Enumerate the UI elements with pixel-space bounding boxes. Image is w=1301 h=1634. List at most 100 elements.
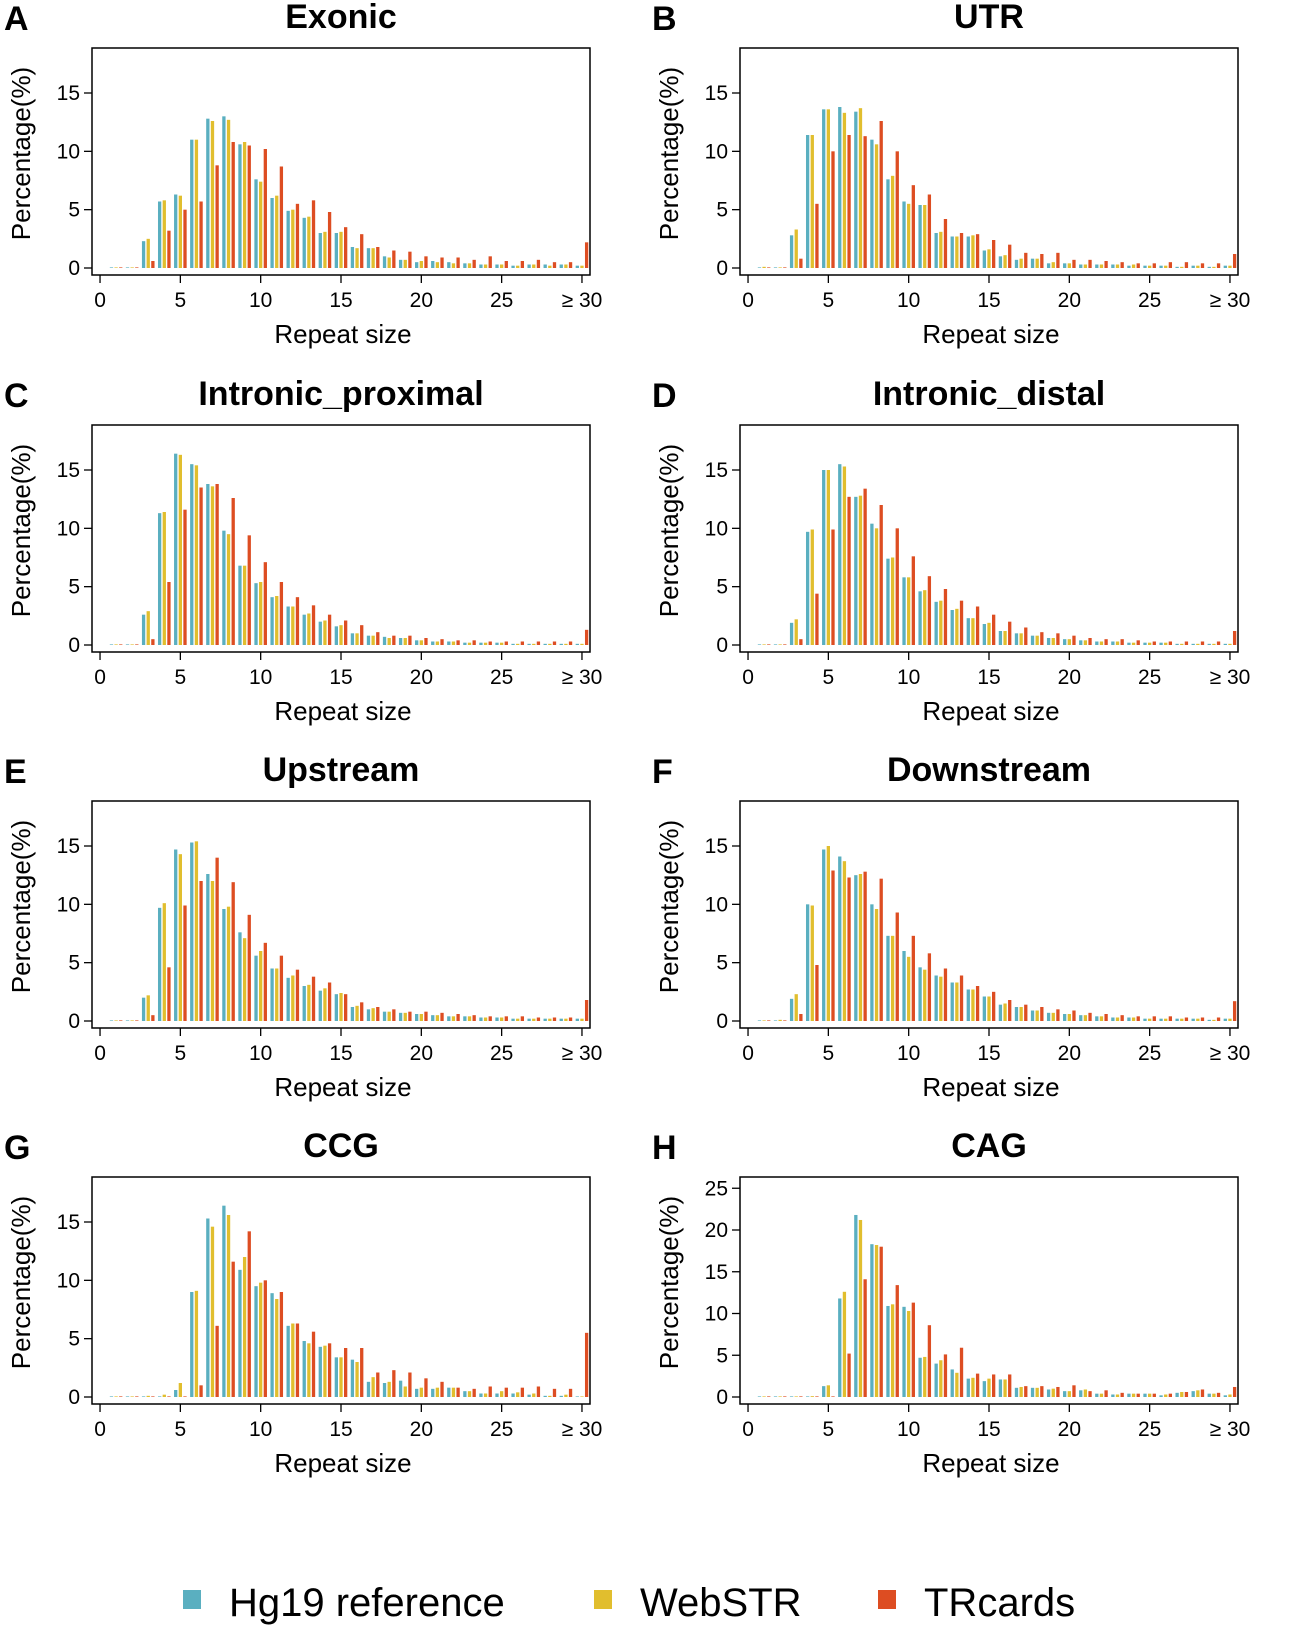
bar-trcards-20 bbox=[424, 1378, 428, 1397]
bar-webstr-23 bbox=[1115, 1017, 1120, 1021]
bar-trcards-27 bbox=[1184, 1017, 1189, 1021]
bar-hg19-reference-11 bbox=[270, 198, 274, 268]
bar-webstr-2 bbox=[778, 1396, 782, 1397]
bar-hg19-reference-24 bbox=[479, 264, 483, 268]
bar-hg19-reference-11 bbox=[918, 205, 922, 268]
bar-trcards-4 bbox=[815, 203, 819, 268]
bar-webstr-17 bbox=[1019, 258, 1023, 268]
x-tick-label: 15 bbox=[329, 1418, 352, 1441]
chart-title: CCG bbox=[303, 1127, 379, 1165]
bar-trcards-13 bbox=[311, 605, 316, 645]
bar-webstr-7 bbox=[210, 881, 215, 1021]
bar-hg19-reference-20 bbox=[415, 640, 419, 645]
x-axis-title: Repeat size bbox=[922, 1072, 1059, 1102]
bar-trcards-8 bbox=[879, 878, 883, 1021]
bar-hg19-reference-3 bbox=[141, 241, 146, 268]
bar-webstr-5 bbox=[178, 854, 182, 1021]
bar-trcards-3 bbox=[799, 639, 803, 645]
chart-panel-g: G CCG 0 5 10 15 0 5 10 15 20 25 ≥ 30 Repeat size Perce… bbox=[4, 1127, 602, 1478]
bar-trcards-23 bbox=[1120, 639, 1124, 645]
bar-hg19-reference-4 bbox=[157, 907, 162, 1021]
bar-hg19-reference-21 bbox=[431, 261, 435, 268]
bar-hg19-reference-27 bbox=[1175, 1392, 1179, 1397]
bar-hg19-reference-3 bbox=[789, 998, 794, 1021]
panel-letter: B bbox=[652, 0, 677, 38]
bar-webstr-6 bbox=[842, 1291, 847, 1397]
bar-trcards-11 bbox=[279, 166, 284, 268]
bar-webstr-2 bbox=[778, 644, 782, 645]
bar-trcards-11 bbox=[927, 953, 932, 1021]
bar-trcards-1 bbox=[767, 267, 771, 268]
bar-hg19-reference-30 bbox=[1223, 643, 1227, 645]
plot-frame bbox=[739, 800, 1239, 1029]
bar-hg19-reference-17 bbox=[366, 635, 371, 645]
bar-hg19-reference-13 bbox=[302, 217, 306, 268]
x-tick-label: ≥ 30 bbox=[1210, 1418, 1251, 1441]
bar-trcards-17 bbox=[376, 1007, 380, 1021]
x-tick-label: 25 bbox=[1138, 1418, 1161, 1441]
x-tick-label: 20 bbox=[1058, 666, 1081, 689]
chart-panel-e: E Upstream 0 5 10 15 0 5 10 15 20 25 ≥ 30 Repeat size… bbox=[4, 751, 602, 1102]
bar-trcards-13 bbox=[311, 976, 316, 1021]
bar-webstr-19 bbox=[1051, 638, 1055, 645]
bar-webstr-10 bbox=[259, 582, 263, 645]
bar-trcards-7 bbox=[215, 484, 219, 645]
bar-trcards-7 bbox=[863, 1279, 867, 1397]
x-axis-title: Repeat size bbox=[274, 1448, 411, 1478]
bar-hg19-reference-30 bbox=[575, 1018, 579, 1021]
x-tick-label: 15 bbox=[329, 289, 352, 312]
bar-webstr-29 bbox=[1212, 266, 1216, 268]
bar-webstr-24 bbox=[1131, 642, 1136, 645]
x-tick-label: 25 bbox=[490, 666, 513, 689]
bar-webstr-30 bbox=[1228, 1394, 1232, 1397]
bar-webstr-17 bbox=[371, 1008, 375, 1021]
bar-hg19-reference-22 bbox=[447, 641, 451, 645]
bar-hg19-reference-5 bbox=[174, 453, 178, 645]
y-tick-label: 10 bbox=[57, 517, 80, 540]
bar-webstr-28 bbox=[1196, 1390, 1200, 1397]
bar-webstr-21 bbox=[435, 1387, 440, 1397]
bar-hg19-reference-29 bbox=[1207, 266, 1211, 268]
bar-webstr-3 bbox=[794, 619, 798, 645]
bar-webstr-18 bbox=[387, 1381, 391, 1397]
bar-trcards-9 bbox=[247, 1231, 251, 1397]
bar-webstr-8 bbox=[874, 909, 879, 1021]
x-tick-label: 0 bbox=[94, 1042, 106, 1065]
bar-webstr-24 bbox=[483, 264, 488, 268]
bar-webstr-17 bbox=[1019, 1007, 1023, 1021]
bar-hg19-reference-9 bbox=[238, 1269, 242, 1397]
bar-hg19-reference-8 bbox=[222, 530, 226, 645]
bar-hg19-reference-20 bbox=[415, 1014, 419, 1021]
bar-hg19-reference-6 bbox=[838, 107, 842, 268]
bar-trcards-6 bbox=[847, 877, 851, 1021]
bar-hg19-reference-18 bbox=[1030, 1010, 1035, 1021]
bar-webstr-3 bbox=[146, 995, 150, 1021]
bar-hg19-reference-3 bbox=[789, 622, 794, 645]
y-tick-label: 15 bbox=[705, 459, 728, 482]
bar-hg19-reference-30 bbox=[575, 643, 579, 645]
bar-trcards-27 bbox=[1184, 1391, 1189, 1397]
bar-webstr-26 bbox=[516, 1018, 520, 1021]
bar-hg19-reference-29 bbox=[559, 1018, 563, 1021]
x-axis-title: Repeat size bbox=[274, 319, 411, 349]
bar-webstr-30 bbox=[580, 643, 584, 645]
bar-hg19-reference-21 bbox=[1079, 264, 1083, 268]
bar-hg19-reference-30 bbox=[1223, 1395, 1227, 1397]
bar-webstr-30 bbox=[580, 1396, 584, 1397]
x-tick-label: ≥ 30 bbox=[562, 1042, 603, 1065]
bar-webstr-11 bbox=[923, 1356, 927, 1397]
bar-hg19-reference-28 bbox=[543, 1395, 547, 1397]
bar-webstr-4 bbox=[810, 135, 814, 268]
bar-webstr-23 bbox=[467, 263, 472, 268]
bar-hg19-reference-14 bbox=[966, 1378, 970, 1397]
bar-webstr-7 bbox=[210, 486, 215, 645]
bar-webstr-18 bbox=[387, 638, 391, 645]
bar-hg19-reference-27 bbox=[527, 643, 531, 645]
bar-hg19-reference-3 bbox=[789, 1396, 794, 1397]
bar-trcards-6 bbox=[199, 487, 203, 645]
bar-trcards-25 bbox=[1152, 263, 1156, 268]
bar-trcards-17 bbox=[376, 1372, 380, 1397]
bar-hg19-reference-5 bbox=[822, 470, 826, 645]
bar-hg19-reference-2 bbox=[773, 644, 778, 645]
bar-webstr-7 bbox=[210, 1226, 215, 1397]
